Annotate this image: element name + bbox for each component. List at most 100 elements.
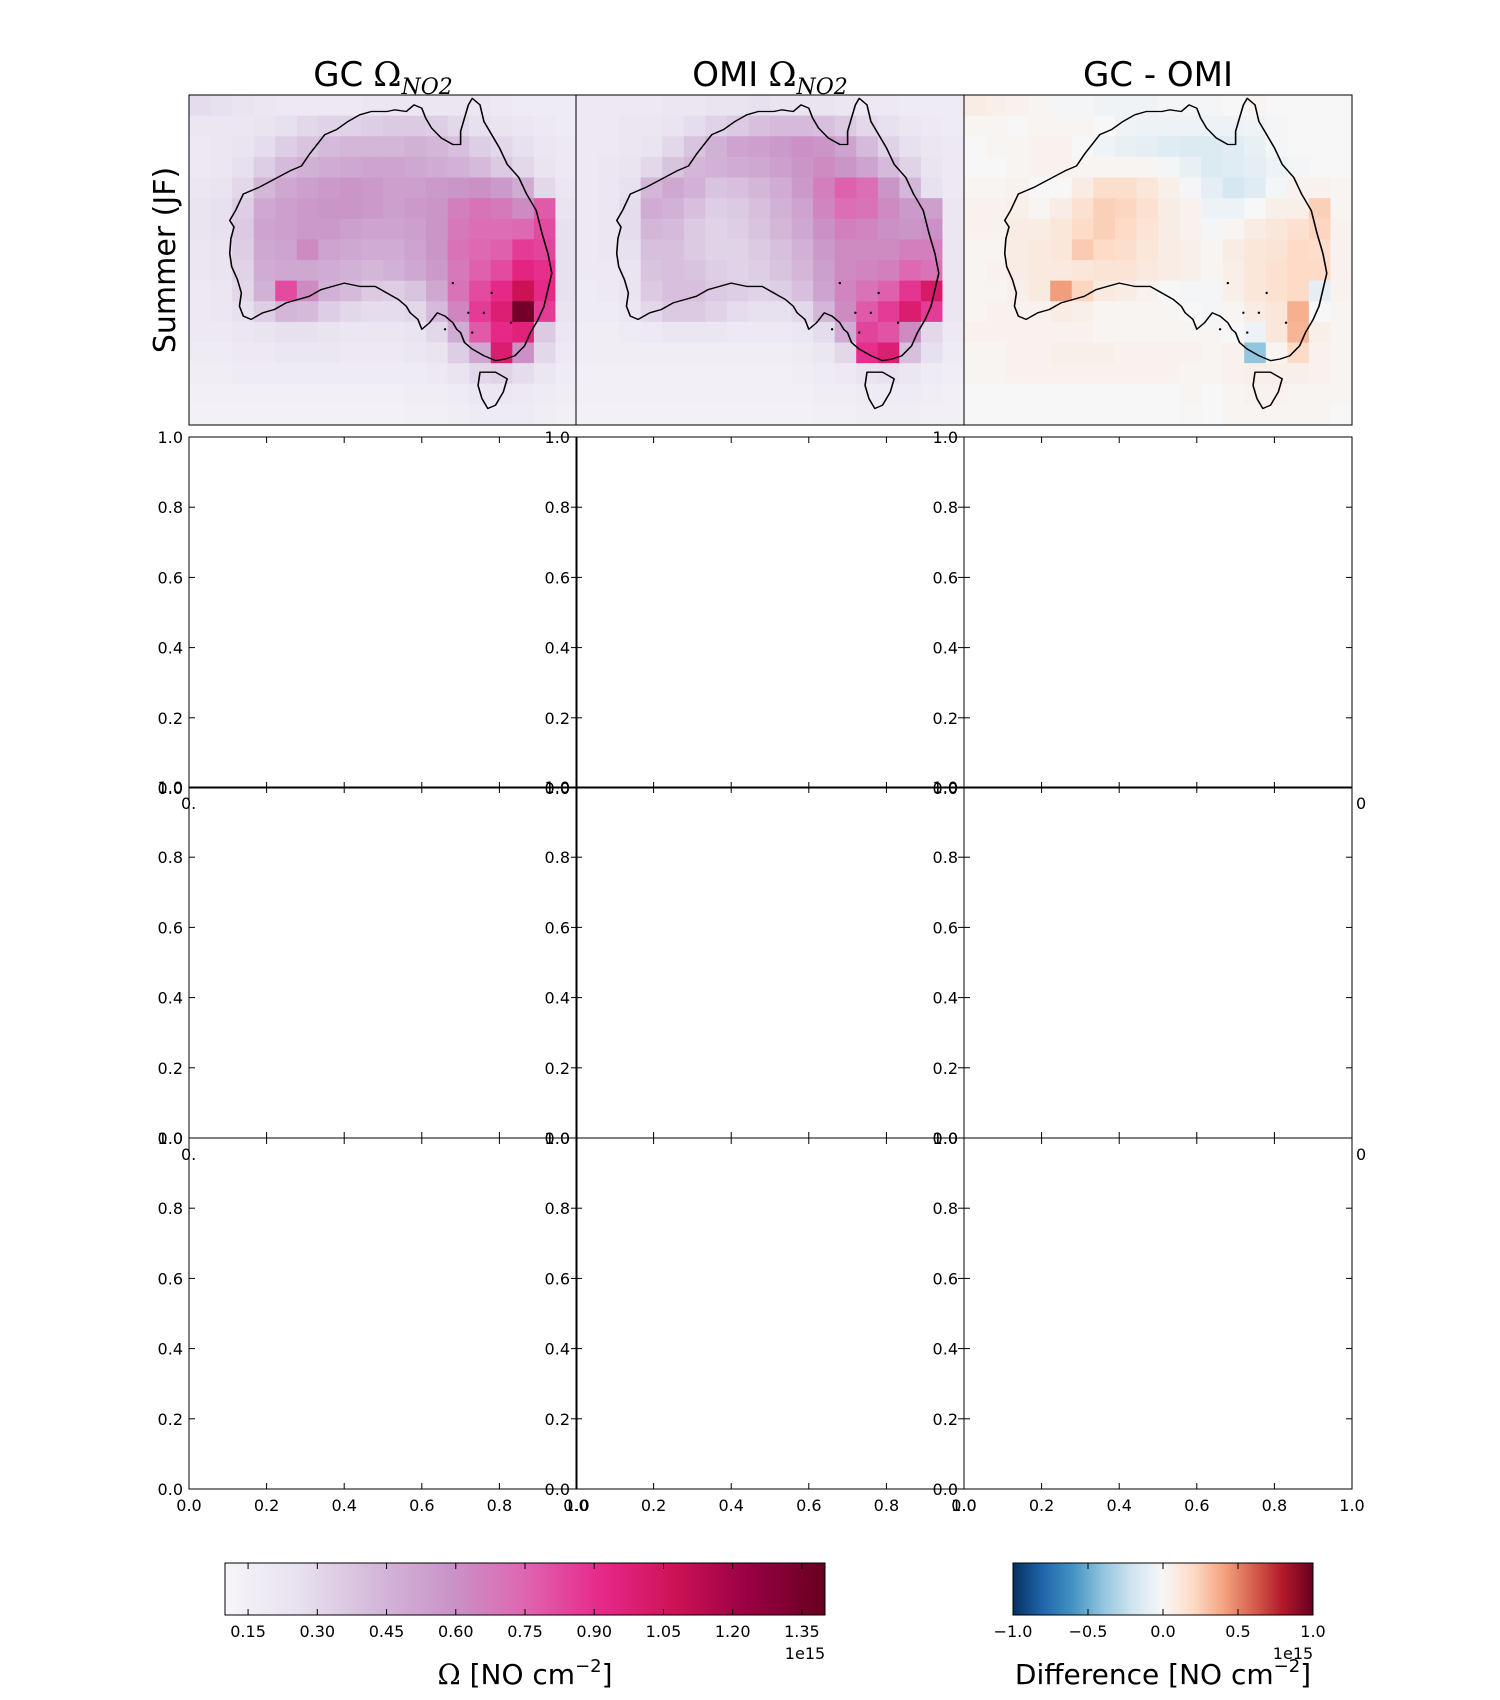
heatmap-cell bbox=[1308, 156, 1332, 179]
empty-axes-r4-c1: 0.00.00.20.20.40.40.60.60.80.81.01.0 bbox=[158, 1129, 590, 1515]
omega-symbol: Ω bbox=[373, 55, 401, 95]
y-tick-label: 0.4 bbox=[933, 989, 958, 1008]
heatmap-cell bbox=[640, 363, 663, 385]
heatmap-cell bbox=[210, 95, 233, 117]
colorbar-tick-label: 1.20 bbox=[715, 1622, 751, 1641]
heatmap-cell bbox=[189, 198, 212, 220]
heatmap-cell bbox=[877, 198, 900, 220]
heatmap-cell bbox=[726, 156, 750, 179]
heatmap-cell bbox=[447, 218, 470, 240]
heatmap-cell bbox=[555, 342, 577, 364]
heatmap-cell bbox=[920, 115, 944, 137]
heatmap-cell bbox=[683, 342, 706, 364]
heatmap-cell bbox=[1136, 260, 1159, 282]
heatmap-cell bbox=[1114, 342, 1138, 364]
y-tick-label: 0.2 bbox=[158, 709, 183, 728]
island-marker bbox=[854, 311, 857, 314]
heatmap-cell bbox=[361, 342, 384, 364]
heatmap-cell bbox=[512, 198, 535, 220]
heatmap-cell bbox=[726, 260, 750, 282]
heatmap-cell bbox=[813, 404, 836, 425]
heatmap-cell bbox=[856, 198, 879, 220]
heatmap-cell bbox=[899, 363, 922, 385]
heatmap-cell bbox=[597, 280, 620, 302]
heatmap-cell bbox=[619, 260, 642, 282]
heatmap-cells bbox=[189, 95, 577, 425]
heatmap-cell bbox=[942, 239, 964, 261]
heatmap-cell bbox=[210, 239, 233, 261]
island-marker bbox=[451, 281, 455, 285]
heatmap-cell bbox=[964, 404, 987, 425]
heatmap-cell bbox=[964, 177, 987, 199]
heatmap-cell bbox=[210, 280, 233, 302]
map-panel-3 bbox=[963, 94, 1353, 426]
heatmap-cell bbox=[533, 177, 557, 199]
heatmap-cell bbox=[985, 136, 1008, 158]
heatmap-cell bbox=[404, 198, 427, 220]
heatmap-cell bbox=[748, 363, 771, 385]
heatmap-cell bbox=[1222, 136, 1245, 158]
heatmap-cell bbox=[404, 136, 427, 158]
heatmap-cell bbox=[597, 342, 620, 364]
y-tick-label: 0.2 bbox=[933, 1059, 958, 1078]
heatmap-cell bbox=[942, 136, 964, 158]
map-frame bbox=[963, 94, 1353, 426]
heatmap-cell bbox=[447, 301, 470, 323]
heatmap-cell bbox=[1136, 156, 1159, 179]
heatmap-cell bbox=[533, 136, 557, 158]
empty-axes-r4-c2: 0.00.00.20.20.40.40.60.60.80.81.01.0 bbox=[545, 1129, 977, 1515]
heatmap-cell bbox=[253, 156, 276, 179]
heatmap-cell bbox=[576, 198, 599, 220]
heatmap-cell bbox=[189, 383, 212, 405]
heatmap-cell bbox=[834, 301, 857, 323]
heatmap-cell bbox=[920, 260, 944, 282]
heatmap-cell bbox=[985, 363, 1008, 385]
y-tick-label: 0.0 bbox=[545, 1480, 570, 1499]
heatmap-cell bbox=[275, 136, 298, 158]
heatmap-cell bbox=[404, 177, 427, 199]
heatmap-cell bbox=[813, 363, 836, 385]
empty-axes-r3-c1: 0.0 0.2 0.4 0.6 0.8 1.0 bbox=[158, 778, 578, 1148]
heatmap-cell bbox=[253, 321, 276, 344]
heatmap-cell bbox=[533, 198, 557, 220]
heatmap-cell bbox=[189, 177, 212, 199]
heatmap-cell bbox=[1158, 156, 1181, 179]
heatmap-cell bbox=[619, 301, 642, 323]
heatmap-cell bbox=[1244, 301, 1267, 323]
label-exponent: −2 bbox=[575, 1656, 602, 1677]
x-tick-label: 1.0 bbox=[951, 1496, 976, 1515]
heatmap-cell bbox=[726, 115, 750, 137]
heatmap-cell bbox=[1308, 404, 1332, 425]
heatmap-cell bbox=[619, 136, 642, 158]
heatmap-cell bbox=[1007, 95, 1030, 117]
heatmap-cell bbox=[210, 383, 233, 405]
heatmap-cell bbox=[877, 280, 900, 302]
heatmap-cell bbox=[512, 280, 535, 302]
column-title-3: GC - OMI bbox=[1083, 55, 1233, 95]
heatmap-cell bbox=[1222, 342, 1245, 364]
heatmap-cell bbox=[253, 260, 276, 282]
heatmap-cell bbox=[1028, 383, 1051, 405]
heatmap-cell bbox=[813, 280, 836, 302]
heatmap-cell bbox=[877, 156, 900, 179]
heatmap-cell bbox=[705, 198, 728, 220]
heatmap-cell bbox=[1158, 177, 1181, 199]
heatmap-cell bbox=[339, 363, 363, 385]
heatmap-cell bbox=[339, 198, 363, 220]
heatmap-cell bbox=[189, 156, 212, 179]
heatmap-cell bbox=[1244, 115, 1267, 137]
heatmap-cell bbox=[361, 301, 384, 323]
heatmap-cell bbox=[1050, 280, 1073, 302]
heatmap-cell bbox=[770, 95, 793, 117]
heatmap-cell bbox=[512, 239, 535, 261]
y-tick-label: 0.4 bbox=[545, 1340, 570, 1359]
heatmap-cell bbox=[576, 136, 599, 158]
heatmap-cell bbox=[964, 301, 987, 323]
axes-frame bbox=[963, 436, 1353, 789]
heatmap-cell bbox=[339, 95, 363, 117]
heatmap-cell bbox=[770, 301, 793, 323]
empty-axes-r4-c3: 0.00.0 0.2 0.2 0.4 0.4 0.6 0.6 0.8 0.8 1.0 1.0 bbox=[933, 1129, 1365, 1515]
heatmap-cell bbox=[576, 260, 599, 282]
heatmap-cell bbox=[813, 115, 836, 137]
